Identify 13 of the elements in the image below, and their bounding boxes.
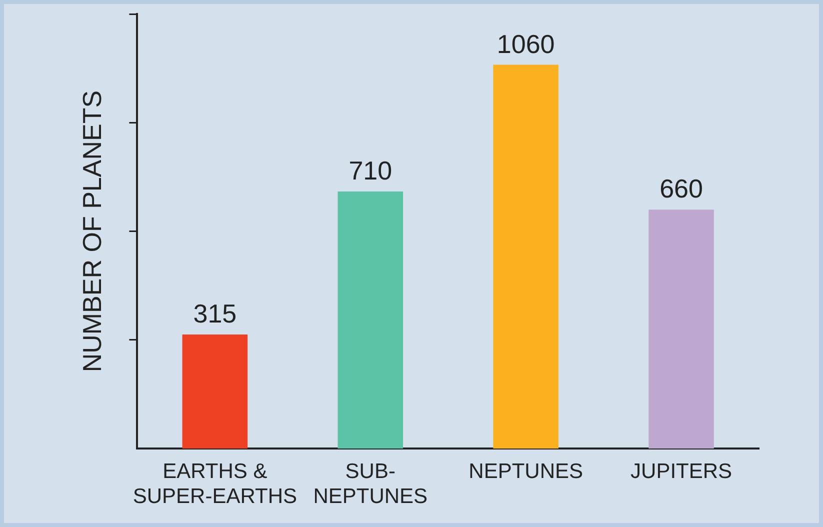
bar: [648, 210, 714, 449]
data-label: 1060: [496, 28, 555, 59]
x-tick-label: EARTHS & SUPER-EARTHS: [132, 460, 298, 508]
data-label: 660: [660, 174, 703, 204]
data-label: 315: [193, 298, 237, 329]
bar: [338, 191, 404, 449]
x-tick-label: SUB- NEPTUNES: [313, 460, 428, 508]
y-axis-title: NUMBER OF PLANETS: [76, 90, 107, 372]
bar: [182, 334, 248, 449]
x-tick-label: NEPTUNES: [468, 460, 584, 483]
x-tick-label: JUPITERS: [630, 460, 732, 483]
bar: [493, 64, 558, 449]
data-label: 710: [348, 156, 392, 186]
